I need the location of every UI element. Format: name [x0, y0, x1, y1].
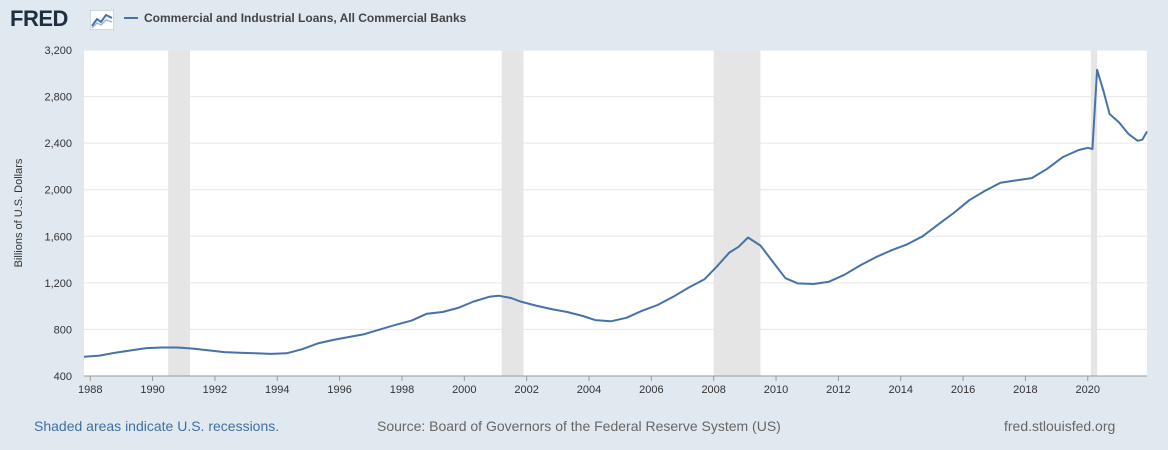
plot-background [84, 50, 1147, 376]
x-tick-label: 2018 [1013, 384, 1037, 396]
x-tick-label: 2000 [452, 384, 476, 396]
y-tick-label: 3,200 [44, 45, 72, 57]
legend-swatch [124, 17, 138, 19]
y-tick-label: 800 [54, 324, 72, 336]
series-line [83, 68, 1148, 358]
x-tick-label: 1994 [265, 384, 289, 396]
y-tick-label: 1,200 [44, 278, 72, 290]
y-axis-label: Billions of U.S. Dollars [13, 158, 25, 267]
recession-note: Shaded areas indicate U.S. recessions. [34, 418, 280, 434]
recession-band [713, 50, 761, 376]
source-text: Source: Board of Governors of the Federa… [377, 418, 781, 434]
recession-band [168, 50, 190, 376]
y-tick-label: 2,800 [44, 92, 72, 104]
x-tick-label: 1998 [390, 384, 414, 396]
x-tick-label: 1996 [327, 384, 351, 396]
y-tick-label: 1,600 [44, 231, 72, 243]
x-tick-label: 1992 [203, 384, 227, 396]
site-link[interactable]: fred.stlouisfed.org [1004, 418, 1116, 434]
y-tick-label: 400 [54, 371, 72, 383]
line-chart: 400 800 1,200 1,600 2,000 2,400 2,800 3,200 198… [13, 45, 1148, 396]
y-tick-label: 2,400 [44, 138, 72, 150]
line-graph-icon [90, 10, 114, 30]
x-tick-label: 2010 [764, 384, 788, 396]
legend-label: Commercial and Industrial Loans, All Com… [144, 11, 467, 25]
x-tick-label: 2014 [888, 384, 912, 396]
chart-legend: Commercial and Industrial Loans, All Com… [124, 11, 466, 25]
y-tick-label: 2,000 [44, 185, 72, 197]
x-tick-label: 2008 [701, 384, 725, 396]
x-tick-label: 2016 [951, 384, 975, 396]
x-tick-label: 2002 [514, 384, 538, 396]
fred-logo[interactable]: FRED [10, 6, 68, 31]
x-tick-label: 2006 [639, 384, 663, 396]
recession-band [501, 50, 524, 376]
x-tick-label: 1990 [140, 384, 164, 396]
recession-band [1090, 50, 1098, 376]
x-tick-label: 2012 [826, 384, 850, 396]
x-tick-label: 2004 [577, 384, 601, 396]
x-tick-label: 2020 [1076, 384, 1100, 396]
x-tick-label: 1988 [78, 384, 102, 396]
